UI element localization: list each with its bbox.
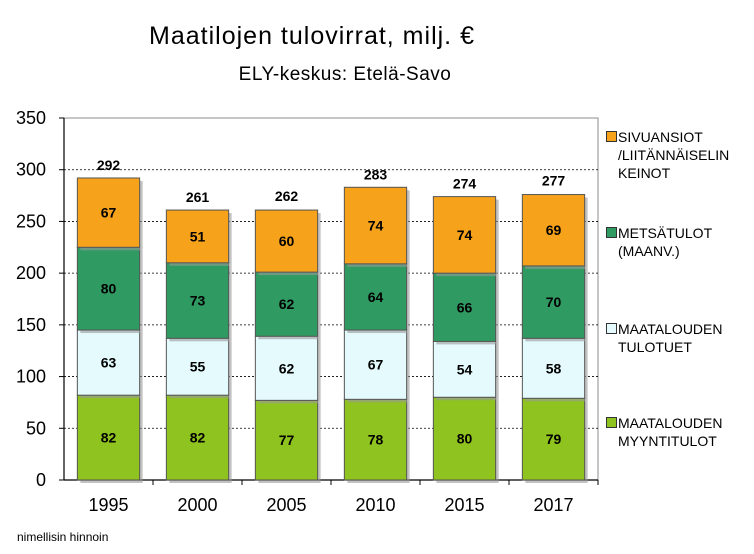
bar-segment: [76, 329, 141, 396]
data-label: 66: [457, 299, 473, 315]
bar-segment: [254, 271, 319, 337]
total-label: 277: [542, 173, 566, 189]
chart-title: Maatilojen tulovirrat, milj. €: [149, 22, 475, 50]
y-tick-label: 350: [16, 108, 46, 128]
data-label: 60: [279, 233, 295, 249]
legend-label-line: /LIITÄNNÄISELIN: [618, 147, 730, 163]
data-label: 67: [368, 357, 384, 373]
footnote: nimellisin hinnoin: [17, 530, 109, 544]
y-tick-label: 250: [16, 211, 46, 231]
data-label: 80: [457, 431, 473, 447]
data-label: 80: [101, 281, 117, 297]
total-label: 283: [364, 166, 388, 182]
bar-segment: [521, 337, 586, 399]
bar-segment: [165, 337, 230, 396]
legend-label-line: TULOTUET: [618, 339, 692, 355]
bar-segment: [432, 196, 497, 274]
legend-swatch: [606, 323, 617, 334]
data-label: 62: [279, 296, 295, 312]
legend-label-line: KEINOT: [618, 165, 671, 181]
data-label: 55: [190, 359, 206, 375]
bar-segment: [432, 396, 497, 481]
data-label: 62: [279, 360, 295, 376]
data-label: 74: [457, 227, 473, 243]
total-label: 262: [275, 188, 299, 204]
legend-label: MAATALOUDEN TULOTUET: [618, 320, 754, 356]
legend-label-line: (MAANV.): [618, 243, 680, 259]
data-label: 70: [546, 294, 562, 310]
data-label: 82: [190, 430, 206, 446]
y-tick-label: 200: [16, 263, 46, 283]
legend-label-line: METSÄTULOT: [618, 225, 713, 241]
bar-segment: [343, 329, 408, 400]
data-label: 64: [368, 289, 384, 305]
data-label: 78: [368, 432, 384, 448]
legend-label-line: MAATALOUDEN: [618, 415, 723, 431]
data-label: 63: [101, 355, 117, 371]
legend-swatch: [606, 417, 617, 428]
bar-segment: [521, 265, 586, 339]
legend-label: SIVUANSIOT /LIITÄNNÄISELIN KEINOT: [618, 128, 754, 182]
bar-segment: [254, 399, 319, 481]
bar-segment: [165, 209, 230, 264]
bar-segment: [254, 209, 319, 273]
legend-label-line: SIVUANSIOT: [618, 129, 703, 145]
total-label: 261: [186, 189, 210, 205]
total-label: 274: [453, 176, 477, 192]
data-label: 67: [101, 205, 117, 221]
bar-segment: [76, 394, 141, 481]
y-tick-label: 100: [16, 367, 46, 387]
total-label: 292: [97, 157, 121, 173]
data-label: 82: [101, 430, 117, 446]
plot-area: [63, 117, 599, 481]
legend-label-line: MAATALOUDEN: [618, 321, 723, 337]
bar-segment: [432, 340, 497, 398]
x-tick-label: 2010: [355, 495, 395, 515]
y-tick-label: 50: [26, 418, 46, 438]
data-label: 74: [368, 218, 384, 234]
data-label: 79: [546, 431, 562, 447]
bar-segment: [76, 177, 141, 248]
legend-label: METSÄTULOT (MAANV.): [618, 224, 754, 260]
legend-swatch: [606, 227, 617, 238]
data-label: 69: [546, 222, 562, 238]
legend-label-line: MYYNTITULOT: [618, 433, 717, 449]
x-tick-label: 2017: [533, 495, 573, 515]
data-label: 58: [546, 360, 562, 376]
bar-segment: [521, 397, 586, 481]
bar-segment: [343, 398, 408, 481]
y-tick-label: 0: [36, 470, 46, 490]
data-label: 51: [190, 228, 206, 244]
legend-swatch: [606, 131, 617, 142]
legend-label: MAATALOUDEN MYYNTITULOT: [618, 414, 754, 450]
x-tick-label: 2015: [444, 495, 484, 515]
x-tick-label: 1995: [88, 495, 128, 515]
x-tick-label: 2005: [266, 495, 306, 515]
bar-segment: [343, 263, 408, 331]
data-label: 54: [457, 361, 473, 377]
data-label: 77: [279, 432, 295, 448]
bar-segment: [521, 194, 586, 267]
bar-segment: [343, 186, 408, 265]
data-label: 73: [190, 293, 206, 309]
bar-segment: [165, 394, 230, 481]
y-tick-label: 300: [16, 160, 46, 180]
chart-subtitle: ELY-keskus: Etelä-Savo: [238, 64, 452, 85]
y-tick-label: 150: [16, 315, 46, 335]
bar-segment: [165, 262, 230, 339]
bar-segment: [76, 246, 141, 331]
x-tick-label: 2000: [177, 495, 217, 515]
